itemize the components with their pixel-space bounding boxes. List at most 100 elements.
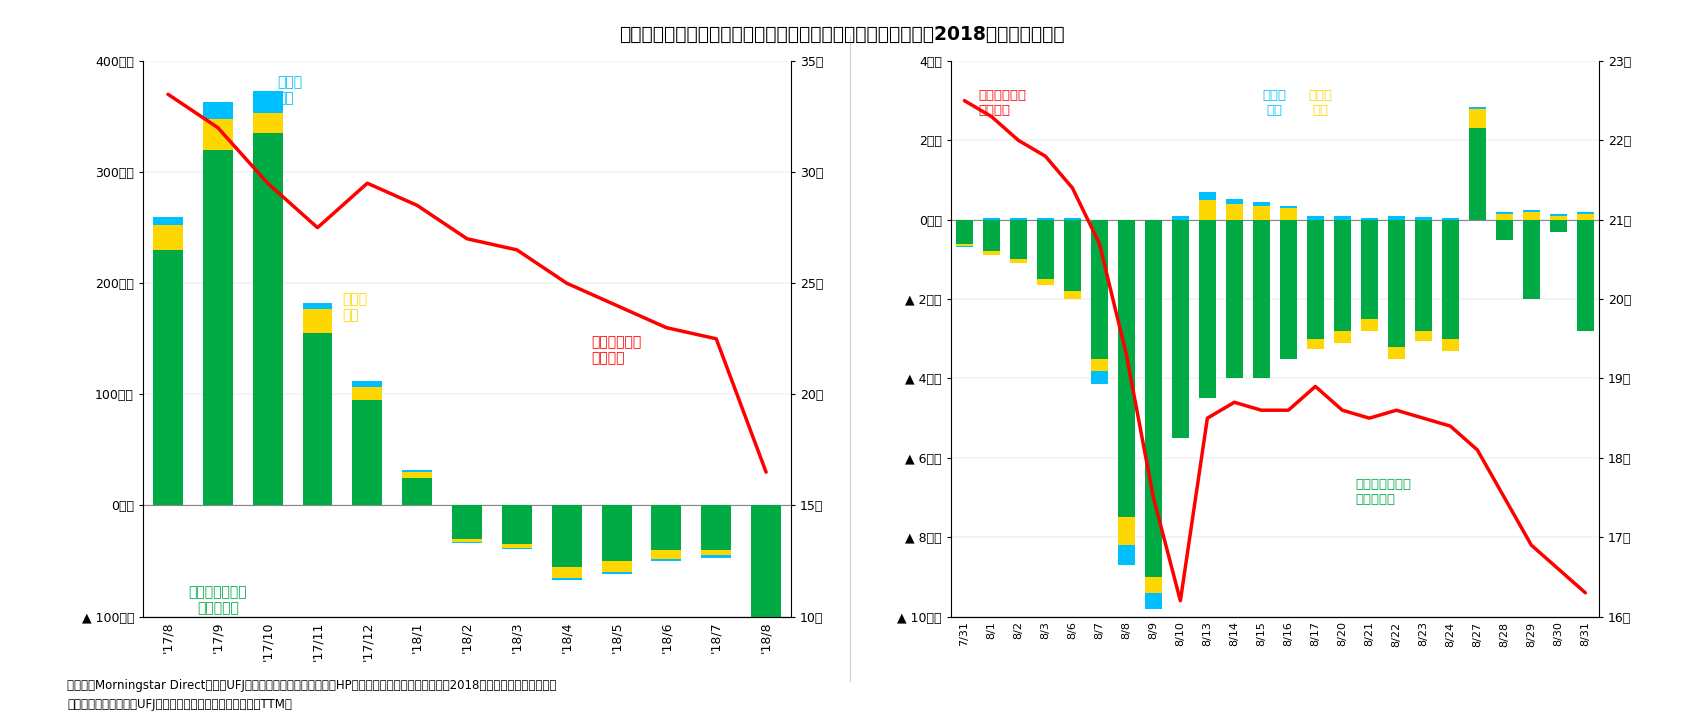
Bar <box>1305 216 1324 219</box>
Bar <box>452 505 481 539</box>
Bar <box>1415 331 1431 341</box>
Bar <box>303 333 333 505</box>
Bar <box>1305 219 1324 339</box>
Bar <box>1036 219 1053 279</box>
Bar <box>651 559 681 561</box>
Bar <box>552 578 582 580</box>
Bar <box>1036 218 1053 219</box>
Bar <box>252 91 283 113</box>
Bar <box>1386 347 1404 358</box>
Bar <box>1549 216 1566 219</box>
Bar <box>1090 219 1107 358</box>
Text: 【図表５】トルコ関連ファンドの資金流出入（左：月次、右：2018年８月の日次）: 【図表５】トルコ関連ファンドの資金流出入（左：月次、右：2018年８月の日次） <box>619 25 1063 44</box>
Bar <box>1144 577 1162 593</box>
Bar <box>1359 219 1378 319</box>
Bar <box>1198 200 1216 219</box>
Bar <box>955 219 972 244</box>
Text: トルコ・リラ
（右軸）: トルコ・リラ （右軸） <box>592 335 641 365</box>
Bar <box>1332 219 1351 331</box>
Bar <box>1468 128 1485 219</box>
Bar <box>1576 219 1593 331</box>
Bar <box>955 245 972 247</box>
Bar <box>1224 219 1243 379</box>
Bar <box>651 550 681 559</box>
Bar <box>1117 518 1134 545</box>
Bar <box>750 628 780 637</box>
Bar <box>1251 206 1270 219</box>
Text: トルコ
株式: トルコ 株式 <box>278 75 303 105</box>
Bar <box>1386 219 1404 347</box>
Bar <box>1522 210 1539 212</box>
Text: トルコ・リラは三菱UFJ銀行公表の対顧客外国為替相場のTTM。: トルコ・リラは三菱UFJ銀行公表の対顧客外国為替相場のTTM。 <box>67 698 293 711</box>
Bar <box>1441 219 1458 339</box>
Text: トルコ
債券: トルコ 債券 <box>1309 89 1332 117</box>
Text: トルコ
株式: トルコ 株式 <box>1262 89 1287 117</box>
Bar <box>1415 217 1431 219</box>
Text: トルコ・リラ
（右軸）: トルコ・リラ （右軸） <box>977 89 1026 117</box>
Bar <box>1332 216 1351 219</box>
Bar <box>204 119 232 150</box>
Bar <box>552 566 582 578</box>
Bar <box>1009 219 1026 260</box>
Bar <box>1359 319 1378 331</box>
Bar <box>1171 219 1189 438</box>
Text: （資料）Morningstar Direct、三菱UFJリサーチ＆コンサルティングHP公表データを用いて筆者作成。2018年８月はすべて推計値。: （資料）Morningstar Direct、三菱UFJリサーチ＆コンサルティン… <box>67 679 557 692</box>
Bar <box>1522 219 1539 299</box>
Bar <box>1576 214 1593 219</box>
Bar <box>1278 208 1297 219</box>
Bar <box>1036 279 1053 285</box>
Bar <box>701 556 730 558</box>
Bar <box>501 548 532 549</box>
Bar <box>1144 219 1162 577</box>
Bar <box>600 561 631 572</box>
Bar <box>252 113 283 133</box>
Bar <box>1495 214 1512 219</box>
Bar <box>1386 216 1404 219</box>
Bar <box>352 381 382 386</box>
Bar <box>501 544 532 548</box>
Bar <box>1278 219 1297 358</box>
Bar <box>1441 218 1458 219</box>
Bar <box>352 400 382 505</box>
Bar <box>1359 218 1378 219</box>
Bar <box>1009 218 1026 219</box>
Bar <box>402 470 432 472</box>
Bar <box>1117 545 1134 565</box>
Text: トルコ・リラの
通貨選択型: トルコ・リラの 通貨選択型 <box>188 586 247 616</box>
Bar <box>701 505 730 550</box>
Bar <box>1063 291 1080 299</box>
Bar <box>701 550 730 556</box>
Bar <box>651 505 681 550</box>
Bar <box>750 505 780 628</box>
Bar <box>1224 199 1243 204</box>
Bar <box>153 217 183 225</box>
Bar <box>1278 206 1297 208</box>
Text: トルコ・リラの
通貨選択型: トルコ・リラの 通貨選択型 <box>1356 478 1411 505</box>
Bar <box>552 505 582 566</box>
Bar <box>982 219 999 252</box>
Bar <box>452 539 481 542</box>
Bar <box>1009 260 1026 263</box>
Bar <box>1117 219 1134 518</box>
Bar <box>402 478 432 505</box>
Bar <box>402 472 432 478</box>
Bar <box>1063 218 1080 219</box>
Bar <box>600 505 631 561</box>
Bar <box>1495 212 1512 214</box>
Bar <box>501 505 532 544</box>
Bar <box>1063 219 1080 291</box>
Bar <box>303 309 333 333</box>
Bar <box>1090 371 1107 384</box>
Bar <box>1549 214 1566 216</box>
Bar <box>1468 108 1485 128</box>
Bar <box>1224 204 1243 219</box>
Bar <box>1251 219 1270 379</box>
Bar <box>982 218 999 219</box>
Text: トルコ
債券: トルコ 債券 <box>341 292 367 322</box>
Bar <box>153 250 183 505</box>
Bar <box>1305 339 1324 348</box>
Bar <box>750 637 780 639</box>
Bar <box>1468 107 1485 108</box>
Bar <box>204 150 232 505</box>
Bar <box>1171 216 1189 219</box>
